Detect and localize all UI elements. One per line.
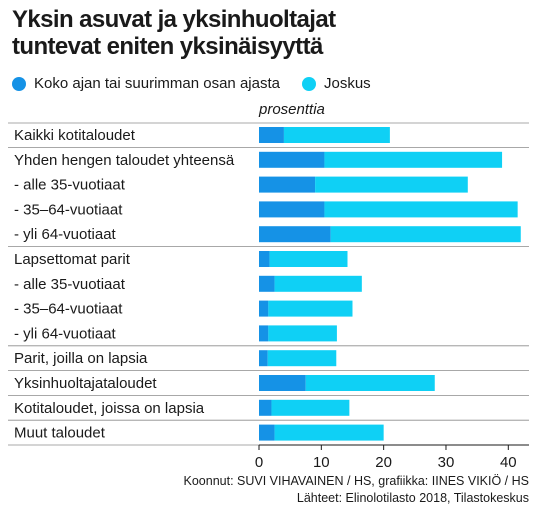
unit-label: prosenttia [259, 101, 325, 118]
category-label: Yhden hengen taloudet yhteensä [14, 152, 235, 169]
legend-item-series-1: Koko ajan tai suurimman osan ajasta [12, 75, 280, 92]
bar-segment-series-2 [283, 127, 390, 143]
category-label: - yli 64-vuotiaat [14, 226, 117, 243]
legend-label-series-2: Joskus [323, 75, 371, 92]
title-line-1: Yksin asuvat ja yksinhuoltajat [12, 6, 336, 33]
bar-segment-series-2 [268, 300, 353, 317]
bar-segment-series-2 [324, 151, 503, 168]
bar-segment-series-1 [259, 325, 269, 342]
bar-segment-series-1 [259, 226, 331, 243]
bar-segment-series-2 [267, 350, 337, 367]
category-label: Parit, joilla on lapsia [14, 350, 148, 367]
x-tick-label: 30 [438, 454, 455, 470]
sources-line: Lähteet: Elinolotilasto 2018, Tilastokes… [296, 491, 529, 505]
category-label: Kaikki kotitaloudet [14, 127, 136, 144]
bar-segment-series-2 [274, 424, 384, 441]
bar-segment-series-1 [259, 300, 269, 317]
category-label: Yksinhuoltajataloudet [14, 375, 157, 392]
x-tick-label: 10 [313, 454, 330, 470]
category-label: Lapsettomat parit [14, 251, 131, 268]
category-label: - alle 35-vuotiaat [14, 276, 126, 293]
bar-segment-series-1 [259, 350, 268, 367]
x-tick-label: 0 [255, 454, 263, 470]
bar-segment-series-2 [271, 399, 350, 416]
bar-segment-series-1 [259, 275, 275, 292]
bar-chart: Kaikki kotitaloudet Yhden hengen taloudet… [8, 122, 529, 470]
bar-segment-series-2 [268, 325, 337, 342]
category-label: - 35–64-vuotiaat [14, 201, 123, 218]
bar-segment-series-2 [330, 226, 521, 243]
title-line-2: tuntevat eniten yksinäisyyttä [12, 33, 323, 60]
legend-swatch-series-1 [12, 76, 26, 91]
legend-label-series-1: Koko ajan tai suurimman osan ajasta [34, 75, 280, 92]
category-label: - 35–64-vuotiaat [14, 301, 123, 318]
bar-segment-series-2 [274, 275, 362, 292]
legend-swatch-series-2 [301, 76, 316, 91]
category-label: - alle 35-vuotiaat [14, 177, 126, 194]
bar-segment-series-1 [259, 176, 316, 193]
legend-item-series-2: Joskus [301, 75, 371, 92]
x-tick-label: 20 [375, 454, 392, 470]
bar-segment-series-1 [259, 251, 270, 267]
bar-segment-series-1 [259, 127, 284, 143]
bar-segment-series-2 [269, 251, 348, 267]
legend: Koko ajan tai suurimman osan ajasta Josk… [12, 75, 393, 92]
category-label: Muut taloudet [14, 425, 106, 442]
credits-line: Koonnut: SUVI VIHAVAINEN / HS, grafiikka… [183, 474, 530, 488]
bar-segment-series-1 [259, 399, 272, 416]
bar-segment-series-2 [315, 176, 468, 193]
category-label: - yli 64-vuotiaat [14, 325, 117, 342]
chart-title: Yksin asuvat ja yksinhuoltajat tuntevat … [12, 6, 532, 60]
bar-segment-series-1 [259, 151, 325, 168]
category-label: Kotitaloudet, joissa on lapsia [14, 400, 205, 417]
x-tick-label: 40 [500, 454, 517, 470]
bar-segment-series-1 [259, 424, 275, 441]
bar-segment-series-1 [259, 201, 325, 218]
bar-segment-series-2 [324, 201, 518, 218]
bar-segment-series-1 [259, 375, 306, 391]
bar-segment-series-2 [305, 375, 435, 391]
